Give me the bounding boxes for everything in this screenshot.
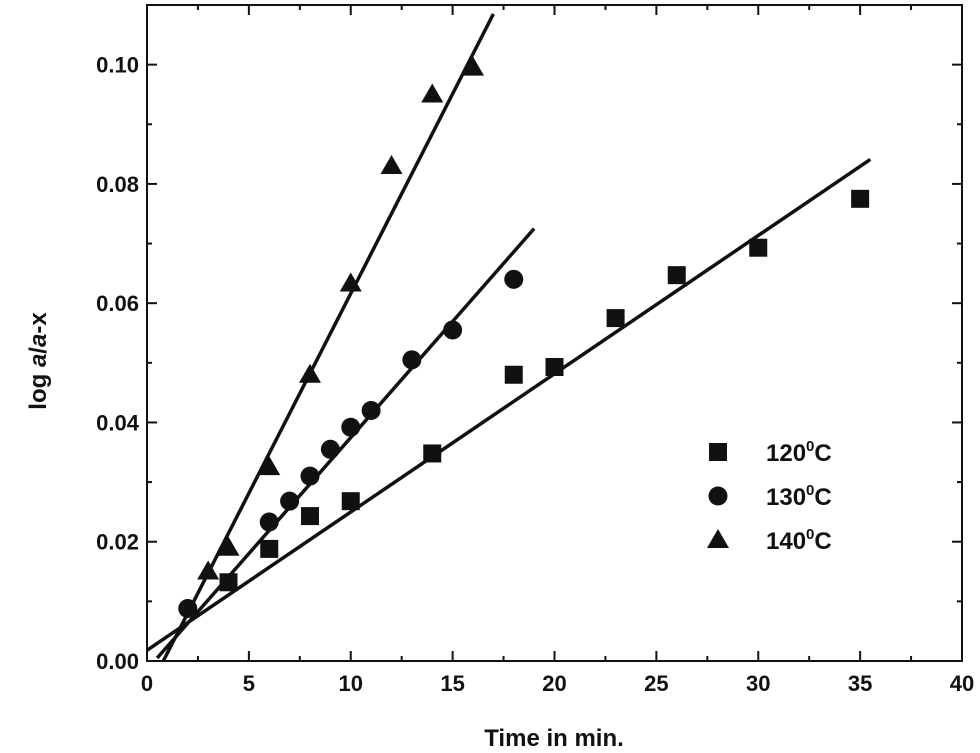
legend-label-unit: C <box>814 484 831 511</box>
data-point-130 <box>280 491 300 511</box>
legend-symbol-120 <box>709 443 727 461</box>
x-tick-label: 40 <box>950 671 974 696</box>
data-point-120 <box>341 492 360 511</box>
data-point-140 <box>197 560 220 580</box>
data-point-140 <box>217 536 240 556</box>
y-tick-label: 0.10 <box>96 53 139 78</box>
data-point-130 <box>178 599 198 619</box>
data-point-120 <box>260 539 279 558</box>
x-tick-label: 5 <box>243 671 255 696</box>
y-axis-title-part: a <box>25 334 52 347</box>
data-point-120 <box>851 189 870 208</box>
data-point-120 <box>545 357 564 376</box>
y-tick-label: 0.06 <box>96 291 139 316</box>
x-tick-label: 0 <box>141 671 153 696</box>
y-axis-title-part: / <box>25 347 52 354</box>
x-tick-label: 20 <box>542 671 566 696</box>
y-axis-title-part: a <box>25 354 52 367</box>
data-point-130 <box>361 401 381 421</box>
axes: 0 5 10 15 20 25 30 35 40 0.00 0.02 0.04 0.06 0.08 0.10 <box>96 4 974 696</box>
data-markers <box>178 56 870 619</box>
legend-label: 1300C <box>766 482 832 511</box>
legend-label: 1200C <box>766 438 832 467</box>
data-point-120 <box>667 266 686 285</box>
data-point-140 <box>380 155 403 175</box>
legend-label-value: 120 <box>766 440 806 467</box>
fit-line-140 <box>161 13 495 662</box>
data-point-130 <box>402 350 422 370</box>
legend-symbol-140 <box>707 529 729 548</box>
legend-label-value: 140 <box>766 528 806 555</box>
fit-line-130 <box>155 227 536 660</box>
legend-label-unit: C <box>814 440 831 467</box>
y-tick-label: 0.04 <box>96 410 140 435</box>
fit-lines <box>146 13 872 662</box>
data-point-130 <box>300 466 320 486</box>
legend-label: 1400C <box>766 526 832 555</box>
legend-label-unit: C <box>814 528 831 555</box>
fit-line-120 <box>146 158 872 652</box>
x-tick-label: 15 <box>440 671 464 696</box>
x-tick-label: 30 <box>746 671 770 696</box>
y-tick-label: 0.02 <box>96 530 139 555</box>
x-tick-label: 10 <box>339 671 363 696</box>
legend-label-sup: 0 <box>806 526 814 543</box>
legend-label-sup: 0 <box>806 482 814 499</box>
data-point-140 <box>421 83 444 103</box>
data-point-130 <box>504 269 524 289</box>
legend-label-sup: 0 <box>806 438 814 455</box>
data-point-120 <box>219 573 238 592</box>
x-tick-label: 35 <box>848 671 872 696</box>
y-tick-label: 0.00 <box>96 649 139 674</box>
data-point-120 <box>504 365 523 384</box>
data-point-130 <box>443 320 463 340</box>
legend-symbol-130 <box>708 486 728 506</box>
data-point-130 <box>320 439 340 459</box>
data-point-120 <box>423 444 442 463</box>
data-point-140 <box>339 272 362 292</box>
legend-label-value: 130 <box>766 484 806 511</box>
data-point-120 <box>749 238 768 257</box>
data-point-140 <box>258 456 281 476</box>
y-tick-label: 0.08 <box>96 172 139 197</box>
x-axis-title: Time in min. <box>484 725 624 752</box>
x-tick-label: 25 <box>644 671 668 696</box>
data-point-120 <box>301 507 319 526</box>
data-point-130 <box>341 417 361 437</box>
data-point-130 <box>259 512 279 532</box>
data-point-120 <box>606 309 625 328</box>
y-axis-title: log a/a-x <box>25 312 52 410</box>
y-axis-title-part: -x <box>25 312 52 334</box>
plot-frame <box>146 4 963 662</box>
data-point-140 <box>462 56 484 76</box>
data-point-140 <box>299 363 321 383</box>
y-axis-title-part: log <box>25 367 52 410</box>
